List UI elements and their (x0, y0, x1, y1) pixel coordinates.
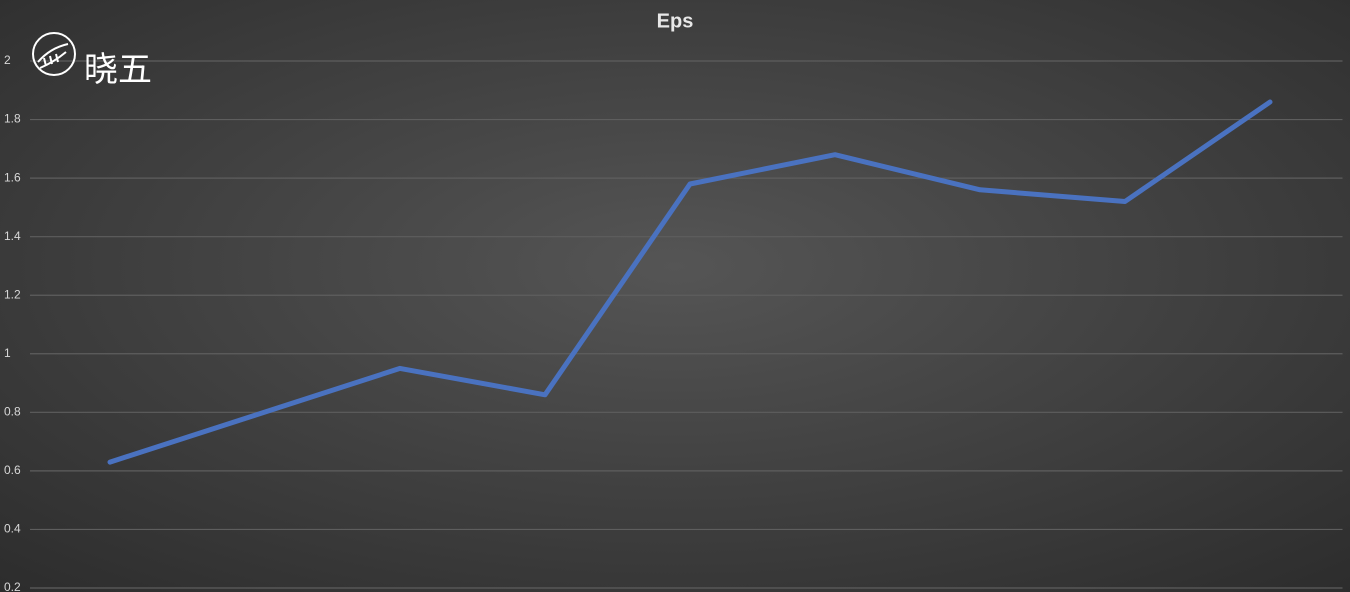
chart-title: Eps (657, 10, 694, 32)
y-tick-label: 0.8 (4, 405, 21, 419)
y-tick-label: 1.4 (4, 229, 21, 243)
watermark: 晓五 (84, 51, 152, 89)
watermark-icon (32, 32, 76, 76)
y-tick-label: 0.2 (4, 580, 21, 592)
y-tick-label: 1.2 (4, 287, 21, 301)
y-tick-label: 2 (4, 53, 11, 67)
grid (30, 60, 1343, 589)
y-tick-label: 1.8 (4, 112, 21, 126)
y-tick-label: 1 (4, 346, 11, 360)
y-tick-label: 1.6 (4, 170, 21, 184)
y-tick-label: 0.6 (4, 463, 21, 477)
y-tick-label: 0.4 (4, 522, 21, 536)
line-series (107, 99, 1273, 465)
